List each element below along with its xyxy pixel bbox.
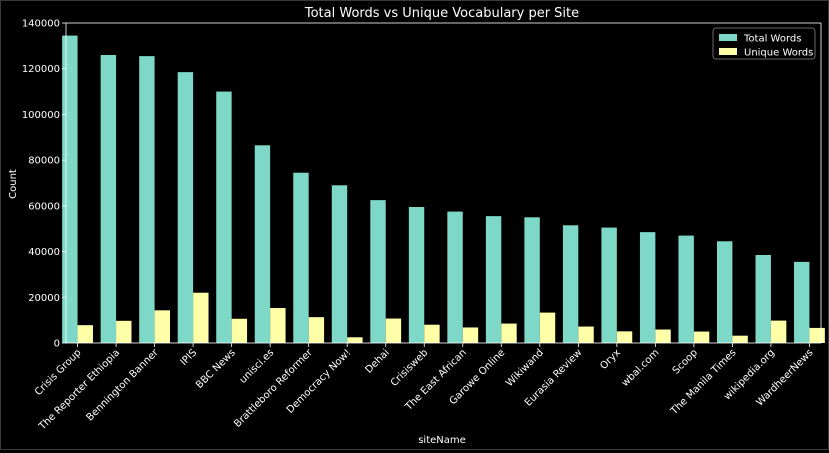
bar-unique-15 <box>655 329 671 343</box>
y-tick-label: 0 <box>54 339 60 350</box>
bar-total-5 <box>254 145 271 343</box>
bar-unique-1 <box>116 320 132 343</box>
legend: Total Words Unique Words <box>712 27 816 60</box>
x-tick-label: Bennington Banner <box>85 347 162 424</box>
legend-swatch-1 <box>719 48 737 55</box>
y-tick-label: 120000 <box>22 64 60 75</box>
legend-swatch-0 <box>719 34 737 41</box>
legend-label-1: Unique Words <box>744 48 813 59</box>
bar-total-19 <box>794 261 810 343</box>
y-tick-label: 140000 <box>22 19 60 30</box>
bar-unique-0 <box>77 325 93 343</box>
y-tick-label: 100000 <box>22 110 60 121</box>
y-tick-label: 20000 <box>28 293 60 304</box>
bar-total-1 <box>100 55 117 343</box>
bar-unique-12 <box>539 312 556 343</box>
bar-total-2 <box>139 56 155 344</box>
bar-total-12 <box>524 217 540 343</box>
bar-unique-5 <box>270 308 286 343</box>
bar-unique-14 <box>616 331 633 343</box>
bar-unique-6 <box>308 317 325 343</box>
bar-unique-10 <box>462 327 479 343</box>
bar-unique-13 <box>578 326 594 343</box>
bar-unique-8 <box>385 318 402 343</box>
bar-unique-2 <box>154 310 171 343</box>
bar-unique-3 <box>193 292 209 343</box>
x-tick-label: Democracy Now! <box>285 347 353 415</box>
x-tick-label: Scoop <box>671 347 700 376</box>
bar-total-8 <box>370 200 386 343</box>
bar-unique-19 <box>809 327 825 343</box>
x-tick-label: wbal.com <box>620 347 662 389</box>
bar-total-4 <box>216 91 232 343</box>
y-tick-label: 60000 <box>28 201 60 212</box>
x-tick-label: unisci.es <box>238 347 277 386</box>
bar-total-13 <box>562 225 579 343</box>
bar-unique-16 <box>693 331 710 343</box>
bar-total-6 <box>293 172 309 343</box>
bar-total-14 <box>601 227 617 343</box>
x-tick-label: Dehai <box>363 347 391 375</box>
bar-total-9 <box>408 207 425 343</box>
bar-unique-17 <box>732 335 748 343</box>
x-tick-label: BBC News <box>194 347 238 391</box>
x-tick-label: Crisisweb <box>389 347 431 389</box>
plot-frame <box>65 22 822 344</box>
bar-total-16 <box>678 235 694 343</box>
x-tick-label: Oryx <box>598 347 623 372</box>
bar-total-17 <box>716 241 733 343</box>
x-tick-label: Brattleboro Reformer <box>232 347 315 430</box>
y-tick-label: 40000 <box>28 247 60 258</box>
bar-total-11 <box>485 216 502 343</box>
bar-total-18 <box>755 255 771 343</box>
x-tick-label: The Manila Times <box>668 347 738 417</box>
legend-box <box>712 27 816 60</box>
legend-label-0: Total Words <box>743 34 801 45</box>
x-axis-label: siteName <box>418 435 466 446</box>
bar-unique-7 <box>347 337 363 343</box>
x-tick-label: IPIS <box>179 347 200 368</box>
chart-title: Total Words vs Unique Vocabulary per Sit… <box>304 6 579 21</box>
bar-unique-4 <box>231 318 248 343</box>
y-axis-label: Count <box>8 169 19 199</box>
bar-total-15 <box>639 232 656 343</box>
bar-unique-11 <box>501 323 517 343</box>
x-tick-label: Wikiwand <box>504 347 546 389</box>
y-tick-label: 80000 <box>28 156 60 167</box>
bar-total-3 <box>177 72 194 344</box>
bar-unique-9 <box>424 324 440 343</box>
bar-unique-18 <box>770 320 787 343</box>
bar-total-10 <box>447 211 463 343</box>
bar-total-7 <box>331 185 348 343</box>
